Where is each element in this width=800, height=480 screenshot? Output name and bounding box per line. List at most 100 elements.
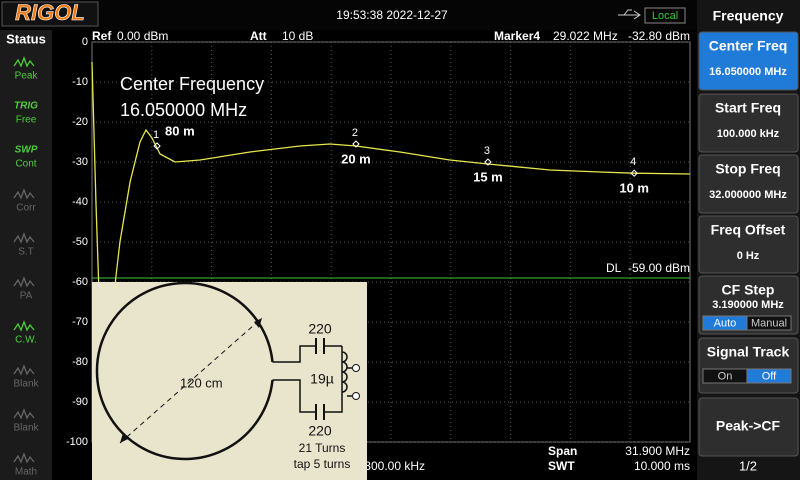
menu-button-value: 32.000000 MHz <box>709 189 787 201</box>
menu-title: Frequency <box>713 8 784 24</box>
menu-button[interactable] <box>698 31 799 91</box>
menu-button-value: 3.190000 MHz <box>712 299 784 311</box>
menu-button-label: Start Freq <box>715 100 781 116</box>
usb-icon <box>618 9 641 20</box>
marker <box>630 169 638 177</box>
plot: 0 -10 -20 -30 -40 -50 -60 -70 -80 -90 -100 DL -59.00… <box>66 36 691 448</box>
display-line-value: -59.00 dBm <box>628 261 690 275</box>
status-item-label: PA <box>20 291 33 302</box>
status-item-label: Math <box>15 467 37 478</box>
menu-option[interactable] <box>746 315 792 331</box>
marker <box>153 142 161 150</box>
y-tick-label: -80 <box>72 356 88 368</box>
menu-option-label: Off <box>762 370 777 382</box>
marker <box>484 158 492 166</box>
status-panel <box>0 30 52 480</box>
att-label: Att <box>250 29 267 43</box>
ref-value: 0.00 dBm <box>117 29 168 43</box>
clock: 19:53:38 2022-12-27 <box>336 8 448 22</box>
status-item-label: Blank <box>13 379 39 390</box>
terminal <box>352 392 360 400</box>
status-icon <box>13 364 35 376</box>
y-tick-label: -30 <box>72 156 88 168</box>
status-item-label: Free <box>16 115 37 126</box>
menu-page: 1/2 <box>739 458 757 473</box>
status-item-label: S.T <box>18 247 34 258</box>
y-tick-label: -10 <box>72 76 88 88</box>
inductor-label: 19µ <box>310 371 334 387</box>
menu-button-label: Stop Freq <box>715 161 780 177</box>
band-label: 15 m <box>473 169 503 184</box>
menu-button-label: Signal Track <box>707 344 790 360</box>
diameter-line <box>119 317 263 444</box>
menu-button-label: Freq Offset <box>711 222 786 238</box>
status-item-label: C.W. <box>15 335 37 346</box>
y-tick-label: -70 <box>72 316 88 328</box>
menu-button-label: CF Step <box>722 282 775 298</box>
turns-label: 21 Turns <box>299 441 346 455</box>
swt-label: SWT <box>548 459 575 473</box>
status-item-title: TRIG <box>14 101 38 112</box>
status-item-label: Corr <box>16 203 36 214</box>
cap-top-label: 220 <box>308 321 332 337</box>
band-label: 10 m <box>619 181 649 196</box>
remote-box <box>644 7 686 24</box>
menu-button-label: Center Freq <box>709 38 788 54</box>
marker <box>352 140 360 148</box>
y-tick-label: -60 <box>72 276 88 288</box>
remote-status: Local <box>652 10 678 22</box>
marker-number: 2 <box>352 127 358 139</box>
menu-button-value: 0 Hz <box>737 250 760 262</box>
marker-level: -32.80 dBm <box>628 29 690 43</box>
status-icon <box>13 276 35 288</box>
band-label: 20 m <box>341 151 371 166</box>
diameter-label: 120 cm <box>180 375 223 390</box>
terminal <box>352 364 360 372</box>
status-icon <box>13 232 35 244</box>
wiring <box>272 345 343 413</box>
status-items: Peak TRIG Free SWP Cont Corr S.T PA C.W. Blank Bla… <box>13 56 40 478</box>
status-icon <box>13 452 35 464</box>
rbw-value: 300.00 kHz <box>364 459 425 473</box>
status-item-title: SWP <box>15 145 38 156</box>
menu-buttons: Center Freq 16.050000 MHz Start Freq 100.00… <box>698 31 799 457</box>
annotation-title: Center Frequency <box>120 74 264 94</box>
y-tick-label: 0 <box>82 36 88 48</box>
menu-option-label: Manual <box>751 317 787 329</box>
menu-button[interactable] <box>698 397 799 457</box>
swt-value: 10.000 ms <box>634 459 690 473</box>
menu-button-value: 100.000 kHz <box>717 128 780 140</box>
menu-button[interactable] <box>698 154 799 214</box>
capacitors <box>315 338 325 420</box>
y-tick-label: -90 <box>72 396 88 408</box>
top-bar <box>0 0 697 30</box>
y-tick-label: -50 <box>72 236 88 248</box>
menu-option-label: On <box>718 370 733 382</box>
menu-button[interactable] <box>698 215 799 274</box>
menu-button-value: 16.050000 MHz <box>709 66 787 78</box>
menu-button-label: Peak->CF <box>716 418 781 434</box>
status-icon <box>13 320 35 332</box>
y-tick-label: -40 <box>72 196 88 208</box>
logo-box <box>1 1 99 27</box>
loop <box>95 281 274 461</box>
cap-bottom-label: 220 <box>308 423 332 439</box>
menu-option[interactable] <box>746 368 792 384</box>
tap-label: tap 5 turns <box>294 457 351 471</box>
status-icon <box>13 56 35 68</box>
status-icon <box>13 408 35 420</box>
status-icon <box>13 188 35 200</box>
marker-label: Marker4 <box>494 29 540 43</box>
menu-button[interactable] <box>698 93 799 153</box>
logo: RIGOL <box>15 0 85 25</box>
span-label: Span <box>548 444 577 458</box>
display-line-label: DL <box>606 261 622 275</box>
marker-number: 1 <box>153 129 159 141</box>
trace <box>91 61 691 443</box>
antenna-diagram: 120 cm 220 19µ 220 21 Turns tap 5 turns <box>92 281 367 480</box>
band-label: 80 m <box>165 123 195 138</box>
span-value: 31.900 MHz <box>625 444 690 458</box>
status-item-label: Peak <box>15 71 39 82</box>
marker-number: 3 <box>484 145 490 157</box>
